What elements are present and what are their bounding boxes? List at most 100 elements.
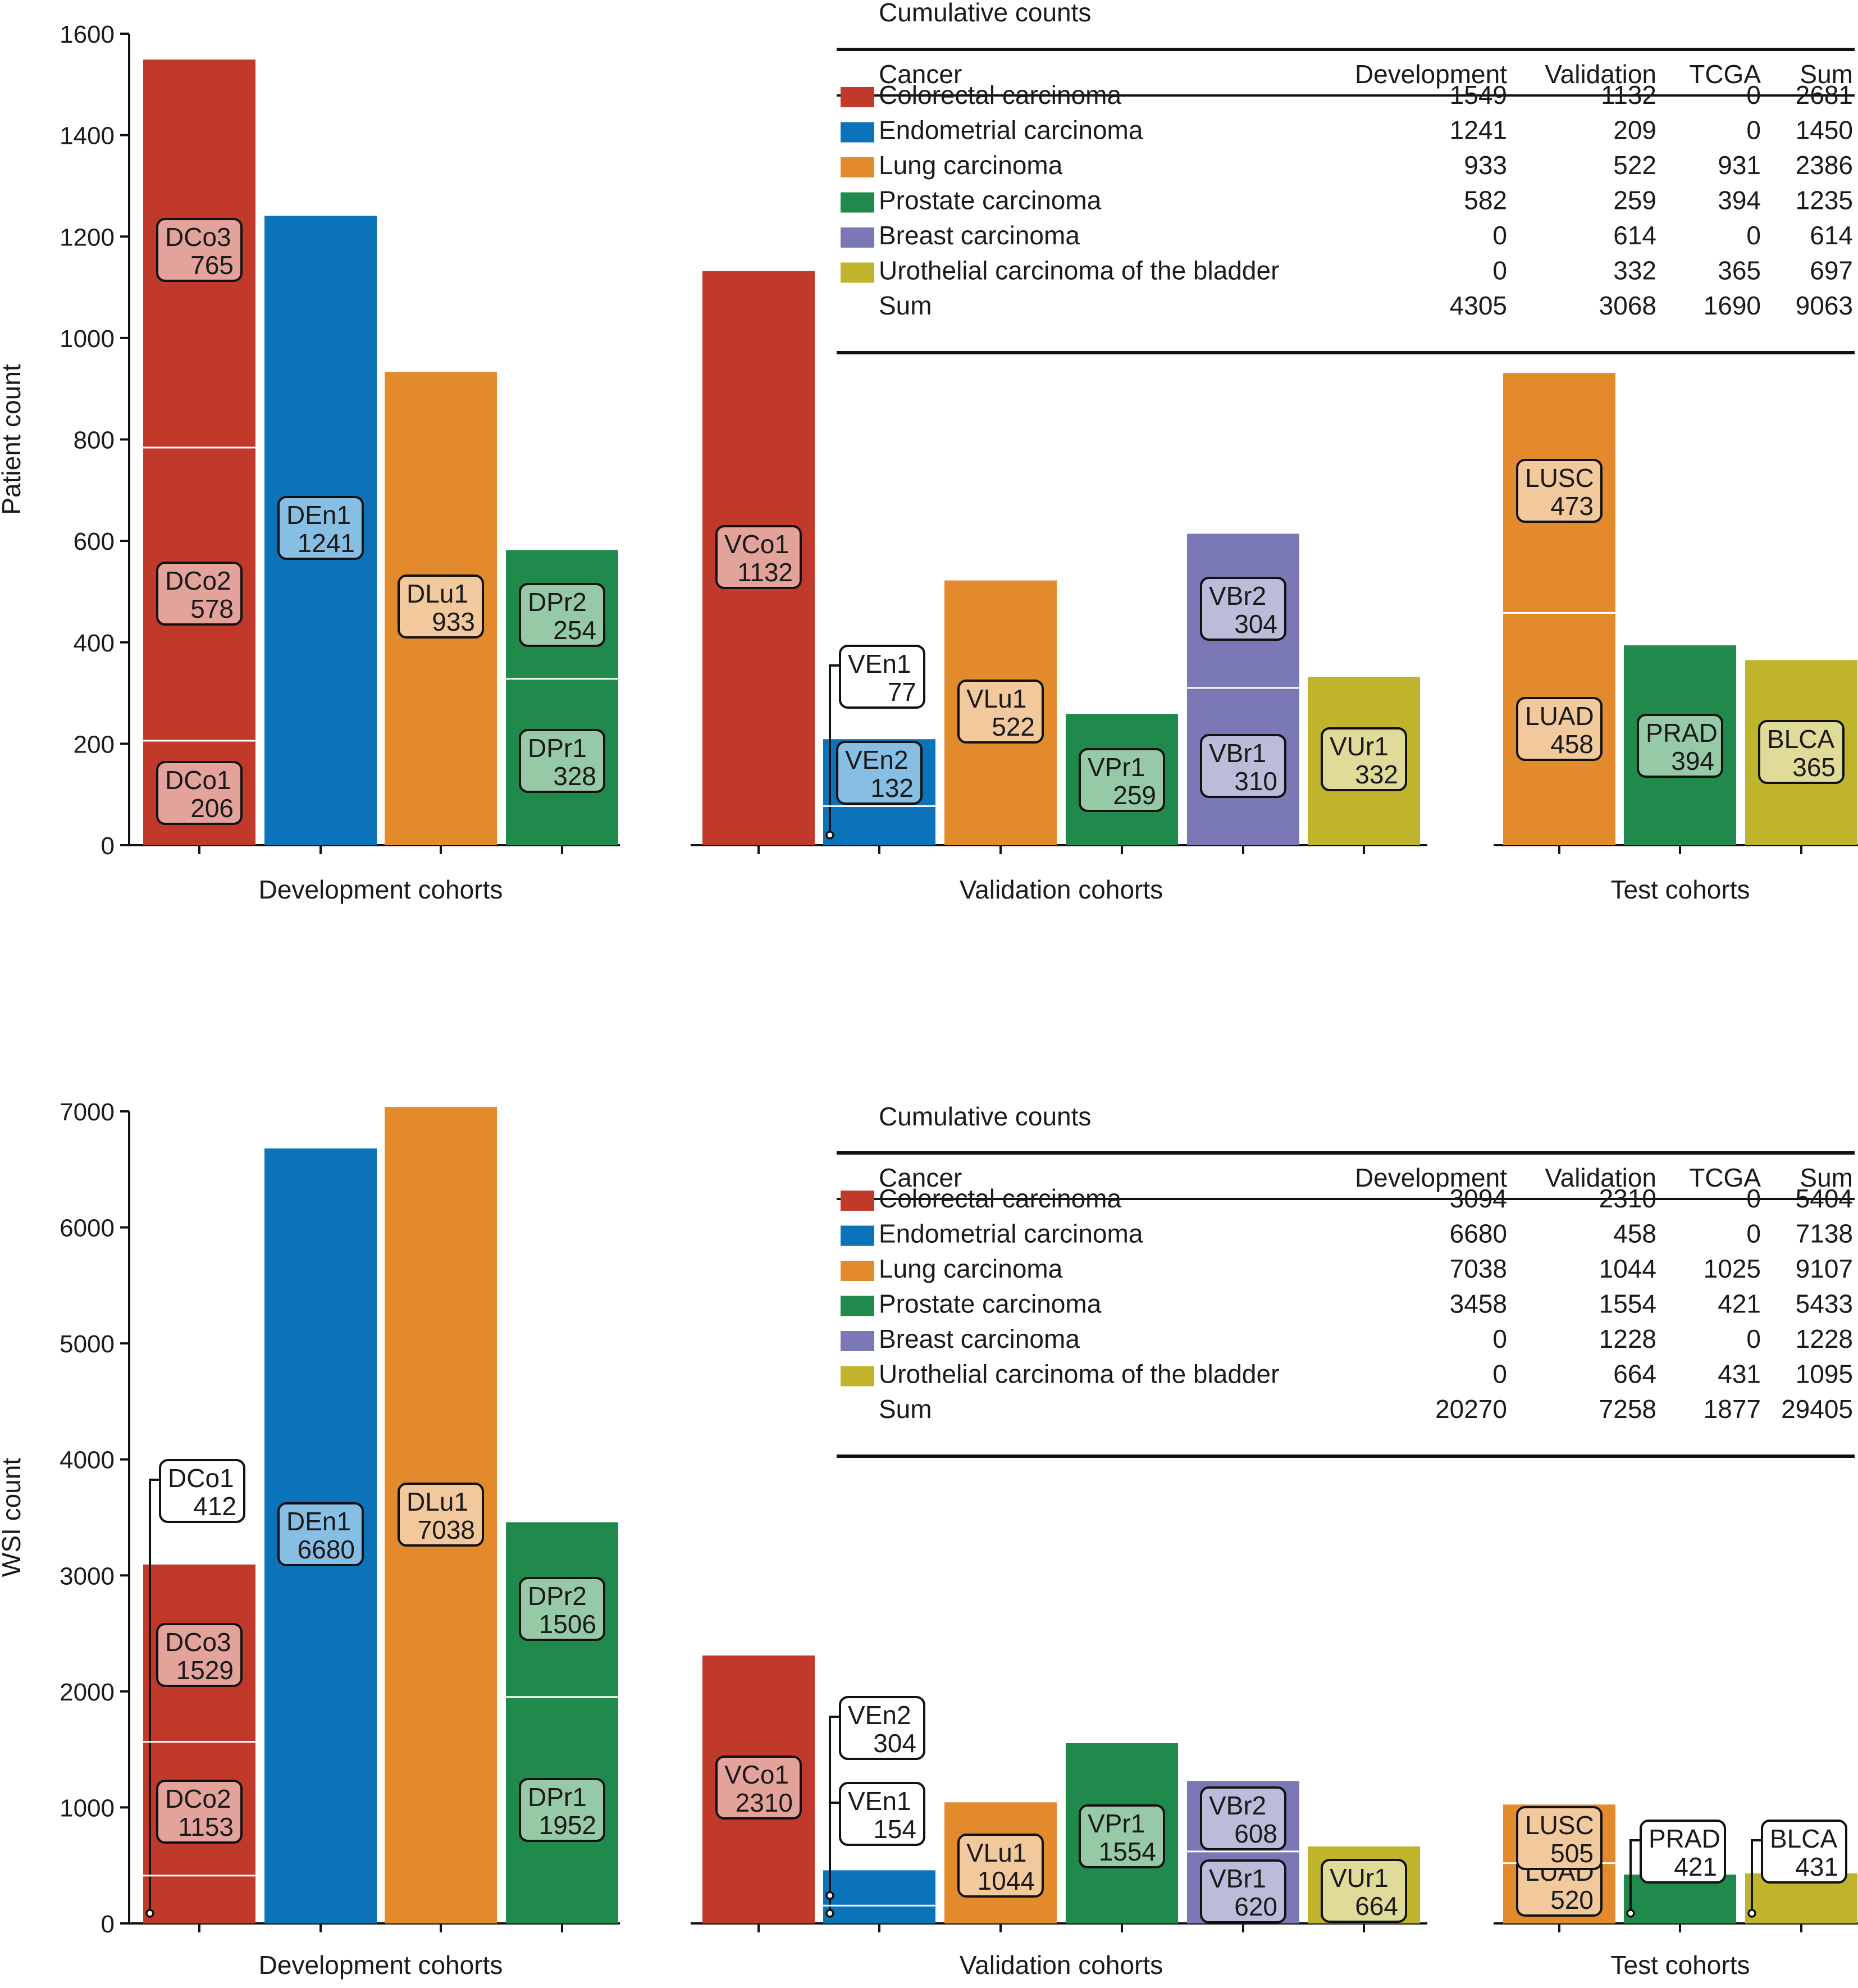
label-box-value: 522 [992,712,1035,741]
table-swatch-colorectal-carcinoma [841,1191,874,1211]
table-cancer-name: Breast carcinoma [879,1324,1080,1353]
wsi-count-panel: 0 1000 2000 3000 4000 5000 6000 7000 WSI count DC… [0,1098,1858,1980]
table-header-tcga: TCGA [1689,60,1761,89]
table-cell: 1235 [1796,186,1853,215]
y-tick-label: 3000 [60,1562,115,1590]
leader-line [829,1716,840,1896]
segment-ven2 [823,1870,935,1905]
label-box-value: 1554 [1099,1837,1156,1866]
label-box-name: LUSC [1525,1811,1594,1840]
label-box-vbr1 [1200,1859,1286,1923]
label-box-value: 259 [1113,781,1156,810]
group-label-test-cohorts: Test cohorts [1611,1950,1750,1980]
label-box-den1 [277,496,364,560]
table-swatch-breast-carcinoma [841,1331,874,1351]
label-box-vco1 [715,525,802,589]
label-box-name: DEn1 [286,500,351,530]
label-box-vbr2 [1200,1786,1286,1850]
table-sum-cell: 3068 [1599,291,1656,320]
table-cell: 3094 [1450,1184,1507,1213]
table-cell: 365 [1718,256,1761,285]
label-box-name: DEn1 [286,1507,351,1536]
label-box-ven1 [839,645,925,709]
label-box-value: 1529 [176,1656,234,1685]
label-box-name: PRAD [1646,718,1718,747]
label-box-name: DCo2 [165,566,231,595]
y-tick-label: 6000 [60,1215,115,1242]
group-label-validation-cohorts: Validation cohorts [960,1950,1163,1980]
y-tick-label: 7000 [60,1098,115,1126]
table-cell: 522 [1613,151,1656,180]
label-box-ven2 [836,741,923,805]
table-cell: 332 [1613,256,1656,285]
leader-dot [825,831,834,840]
label-box-name: DPr1 [528,1782,587,1812]
table-cell: 5404 [1796,1184,1853,1213]
table-cell: 1025 [1704,1254,1761,1283]
table-cell: 1554 [1599,1289,1656,1319]
table-swatch-breast-carcinoma [841,227,874,248]
label-box-name: BLCA [1770,1824,1837,1853]
table-cell: 0 [1746,1324,1761,1353]
bar-endometrial-carcinoma [823,1870,935,1923]
group-label-validation-cohorts: Validation cohorts [960,875,1163,904]
label-box-value: 421 [1674,1852,1717,1881]
label-box-blca [1758,720,1845,784]
label-box-value: 505 [1550,1839,1594,1868]
table-cell: 697 [1810,256,1853,285]
label-box-value: 608 [1234,1819,1277,1848]
table-cell: 582 [1464,186,1507,215]
label-box-name: BLCA [1767,724,1834,754]
table-header-cancer: Cancer [879,60,962,89]
label-box-value: 1044 [978,1866,1035,1895]
label-box-value: 304 [1234,609,1277,639]
label-box-lusc [1516,1806,1603,1870]
table-cell: 1095 [1796,1360,1853,1389]
table-sum-cell: 1877 [1704,1394,1761,1424]
table-cell: 0 [1492,1360,1507,1389]
label-box-value: 2310 [736,1788,793,1817]
table-cell: 3458 [1450,1289,1507,1319]
label-box-name: VBr1 [1209,738,1266,768]
label-box-name: VEn2 [845,745,909,774]
label-box-name: VBr1 [1209,1864,1266,1893]
leader-dot [1626,1909,1635,1918]
label-box-name: PRAD [1649,1824,1720,1853]
table-sum-cell: 29405 [1781,1394,1853,1424]
y-axis-title: Patient count [0,364,26,515]
label-box-dco1 [156,761,243,825]
label-box-dpr1 [519,729,605,793]
table-cell: 209 [1613,116,1656,145]
table-cancer-name: Endometrial carcinoma [879,116,1143,145]
table-swatch-colorectal-carcinoma [841,87,874,107]
label-box-dco2 [156,1780,243,1844]
table-swatch-urothelial-carcinoma-of-the-bladder [841,262,874,283]
table-sum-cell: 7258 [1599,1394,1656,1424]
label-box-value: 332 [1355,760,1398,789]
y-tick-label: 200 [74,731,115,758]
table-cell: 0 [1746,1184,1761,1213]
table-cell: 933 [1464,151,1507,180]
table-cell: 0 [1492,256,1507,285]
label-box-name: VBr2 [1209,581,1266,610]
y-tick-label: 2000 [60,1679,115,1706]
table-swatch-prostate-carcinoma [841,192,874,213]
bar-lung-carcinoma [1503,373,1615,845]
label-box-dco3 [156,218,243,282]
table-cell: 1228 [1796,1324,1853,1353]
table-cell: 0 [1746,116,1761,145]
table-cell: 1241 [1450,116,1507,145]
table-cell: 458 [1613,1219,1656,1248]
label-box-name: VEn1 [848,1786,911,1816]
label-box-ven2 [839,1696,925,1760]
label-box-dco3 [156,1623,243,1687]
label-box-vbr2 [1200,577,1286,641]
y-tick-label: 800 [74,427,115,454]
label-box-value: 254 [553,615,596,645]
table-cell: 2386 [1796,151,1853,180]
table-cancer-name: Urothelial carcinoma of the bladder [879,256,1279,285]
y-tick-label: 1200 [60,224,115,251]
table-cell: 614 [1810,221,1853,250]
label-box-name: VCo1 [724,1760,789,1789]
